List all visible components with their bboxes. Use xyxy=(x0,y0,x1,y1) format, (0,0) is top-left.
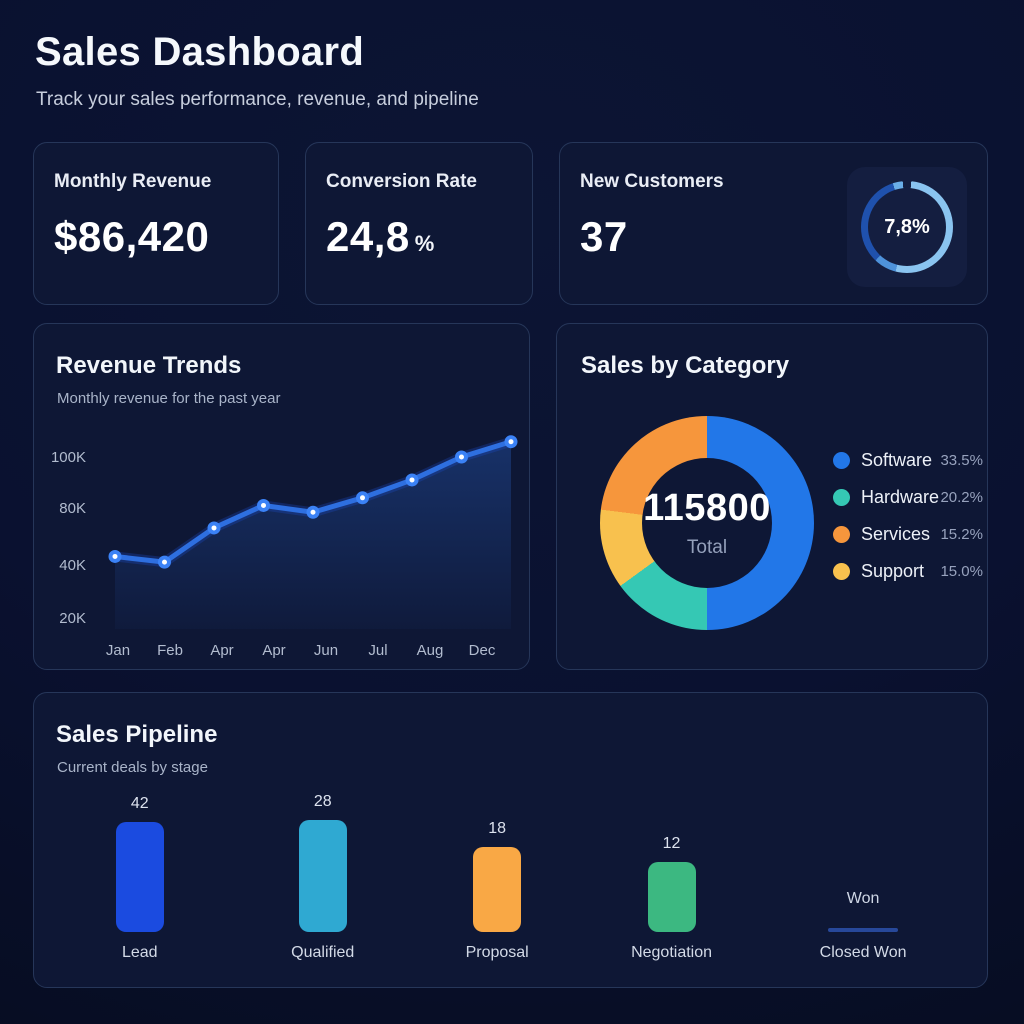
sales-pipeline-title: Sales Pipeline xyxy=(56,721,218,748)
x-axis-tick: Dec xyxy=(469,642,496,659)
category-legend: Software 33.5% Hardware 20.2% Services 15.2% S… xyxy=(833,450,983,582)
kpi-label: New Customers xyxy=(580,171,724,192)
donut-total-label: Total xyxy=(686,537,728,558)
kpi-card-conversion-rate: Conversion Rate 24,8 % xyxy=(305,142,533,305)
revenue-trends-subtitle: Monthly revenue for the past year xyxy=(57,390,281,407)
legend-percentage: 20.2% xyxy=(940,489,983,506)
data-point[interactable] xyxy=(306,505,320,519)
legend-dot-icon xyxy=(833,563,850,580)
gauge-percentage: 7,8% xyxy=(884,215,930,238)
sales-pipeline-card: Sales Pipeline Current deals by stage 42… xyxy=(33,692,988,988)
pipeline-bar[interactable] xyxy=(298,820,347,932)
data-point[interactable] xyxy=(158,555,171,569)
legend-item-software[interactable]: Software 33.5% xyxy=(833,450,983,471)
legend-label: Support xyxy=(861,561,925,581)
data-point[interactable] xyxy=(257,498,270,512)
y-axis-tick: 80K xyxy=(59,500,86,517)
pipeline-stage-closed-won[interactable]: Won Closed Won xyxy=(820,890,907,961)
legend-item-hardware[interactable]: Hardware 20.2% xyxy=(833,487,983,508)
y-axis-tick: 20K xyxy=(59,610,86,627)
legend-percentage: 33.5% xyxy=(940,452,983,469)
kpi-row: Monthly Revenue $86,420 Conversion Rate … xyxy=(33,142,988,305)
x-axis-tick: Aug xyxy=(417,642,444,659)
kpi-value: 24,8 % xyxy=(326,213,512,261)
x-axis-tick: Jul xyxy=(368,642,387,659)
stage-label: Proposal xyxy=(465,944,529,961)
stage-label: Closed Won xyxy=(819,944,907,961)
gauge-hole: 7,8% xyxy=(868,188,946,266)
revenue-trends-card: Revenue Trends Monthly revenue for the p… xyxy=(33,323,530,670)
pipeline-bar[interactable] xyxy=(473,847,522,932)
legend-dot-icon xyxy=(833,452,850,469)
kpi-card-monthly-revenue: Monthly Revenue $86,420 xyxy=(33,142,279,305)
legend-percentage: 15.2% xyxy=(940,526,983,543)
legend-dot-icon xyxy=(833,489,850,506)
kpi-value: 37 xyxy=(580,213,628,260)
kpi-label: Monthly Revenue xyxy=(54,171,212,192)
category-donut-chart[interactable]: 115800 Total xyxy=(600,416,814,630)
revenue-trends-line-chart[interactable]: 100K 80K 40K 20K Jan Feb Apr Apr Jun Jul Aug Dec xyxy=(34,424,531,669)
page-header: Sales Dashboard Track your sales perform… xyxy=(35,30,479,111)
x-axis-tick: Apr xyxy=(262,642,285,659)
kpi-value-number: 24,8 xyxy=(326,213,410,260)
legend-percentage: 15.0% xyxy=(940,563,983,580)
stage-value: 28 xyxy=(313,793,332,810)
gauge-tile: 7,8% xyxy=(847,167,967,287)
won-marker-label: Won xyxy=(846,890,880,907)
pipeline-stage-proposal[interactable]: 18 Proposal xyxy=(466,820,529,961)
data-point[interactable] xyxy=(504,435,518,449)
stage-value: 18 xyxy=(488,820,507,837)
pipeline-stage-lead[interactable]: 42 Lead xyxy=(115,795,164,961)
x-axis-tick: Jun xyxy=(314,642,338,659)
data-point[interactable] xyxy=(356,491,369,505)
pipeline-bar[interactable] xyxy=(647,862,696,932)
legend-item-services[interactable]: Services 15.2% xyxy=(833,524,983,545)
won-marker-line xyxy=(828,928,899,932)
x-axis-tick: Jan xyxy=(106,642,130,659)
legend-item-support[interactable]: Support 15.0% xyxy=(833,561,983,582)
pipeline-stage-qualified[interactable]: 28 Qualified xyxy=(291,793,354,961)
line-chart-area xyxy=(115,441,511,629)
x-axis-tick: Feb xyxy=(157,642,183,659)
stage-label: Negotiation xyxy=(631,944,713,961)
kpi-value-unit: % xyxy=(414,231,435,256)
revenue-trends-title: Revenue Trends xyxy=(56,352,242,379)
sales-by-category-title: Sales by Category xyxy=(581,352,790,379)
donut-total-value: 115800 xyxy=(643,487,771,529)
data-point[interactable] xyxy=(108,549,122,563)
pipeline-bar[interactable] xyxy=(115,822,164,932)
x-axis-tick: Apr xyxy=(210,642,233,659)
data-point[interactable] xyxy=(405,473,419,487)
legend-dot-icon xyxy=(833,526,850,543)
stage-value: 12 xyxy=(662,835,681,852)
page-title: Sales Dashboard xyxy=(35,30,365,74)
kpi-value: $86,420 xyxy=(54,213,210,260)
stage-value: 42 xyxy=(130,795,149,812)
legend-label: Services xyxy=(861,524,931,544)
page-subtitle: Track your sales performance, revenue, a… xyxy=(36,89,479,110)
donut-hole: 115800 Total xyxy=(642,458,772,588)
kpi-label: Conversion Rate xyxy=(326,171,477,192)
kpi-card-new-customers: New Customers 37 7,8% xyxy=(559,142,988,305)
sales-by-category-card: Sales by Category 115800 Total Software 3… xyxy=(556,323,988,670)
sales-pipeline-subtitle: Current deals by stage xyxy=(57,759,208,776)
legend-label: Software xyxy=(861,450,933,470)
data-point[interactable] xyxy=(207,521,221,535)
y-axis-tick: 100K xyxy=(51,449,86,466)
pipeline-stage-negotiation[interactable]: 12 Negotiation xyxy=(631,835,712,961)
stage-label: Qualified xyxy=(291,944,355,961)
y-axis-tick: 40K xyxy=(59,557,86,574)
data-point[interactable] xyxy=(455,450,468,464)
new-customers-gauge-ring[interactable]: 7,8% xyxy=(861,181,953,273)
legend-label: Hardware xyxy=(861,487,940,507)
stage-label: Lead xyxy=(121,944,158,961)
